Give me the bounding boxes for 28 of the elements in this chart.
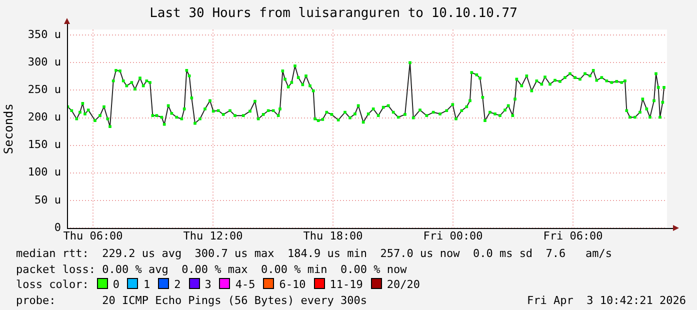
text: 3 xyxy=(204,278,212,291)
y-tick-label: 100 u xyxy=(28,166,61,179)
y-axis-title: Seconds xyxy=(1,104,16,154)
text: 1 xyxy=(143,278,150,291)
text: Fri Apr 3 10:42:21 2026 xyxy=(527,292,686,308)
x-tick-label: Thu 06:00 xyxy=(63,229,123,242)
x-tick-label: Fri 06:00 xyxy=(543,229,603,242)
text: packet loss: 0.00 % avg 0.00 % max 0.00 % min 0.00 % now xyxy=(16,262,407,276)
text: 4-5 xyxy=(235,278,256,291)
y-tick-label: 250 u xyxy=(28,83,61,96)
text: 11-19 xyxy=(330,278,363,291)
text: loss color: xyxy=(16,278,89,291)
chart-title: Last 30 Hours from luisaranguren to 10.10.10.77 xyxy=(150,6,518,22)
text: probe: 20 ICMP Echo Pings (56 Bytes) every 300s xyxy=(16,294,367,306)
text: 6-10 xyxy=(279,278,306,291)
y-tick-label: 200 u xyxy=(28,110,61,124)
text: 2 xyxy=(174,278,181,291)
y-tick-label: 0 xyxy=(54,220,61,234)
x-tick-label: Thu 12:00 xyxy=(183,229,243,242)
text: 20/20 xyxy=(386,278,420,291)
y-tick-label: 50 u xyxy=(34,193,61,206)
x-tick-label: Thu 18:00 xyxy=(303,229,363,242)
y-tick-label: 300 u xyxy=(28,56,61,69)
y-tick-label: 150 u xyxy=(28,138,61,152)
x-tick-label: Fri 00:00 xyxy=(423,229,483,242)
text: 0 xyxy=(112,278,120,291)
text: median rtt: 229.2 us avg 300.7 us max 184.9 us min 257.0 us now 0.0 ms sd 7.6 am/s xyxy=(16,247,612,260)
y-tick-label: 350 u xyxy=(28,28,61,41)
